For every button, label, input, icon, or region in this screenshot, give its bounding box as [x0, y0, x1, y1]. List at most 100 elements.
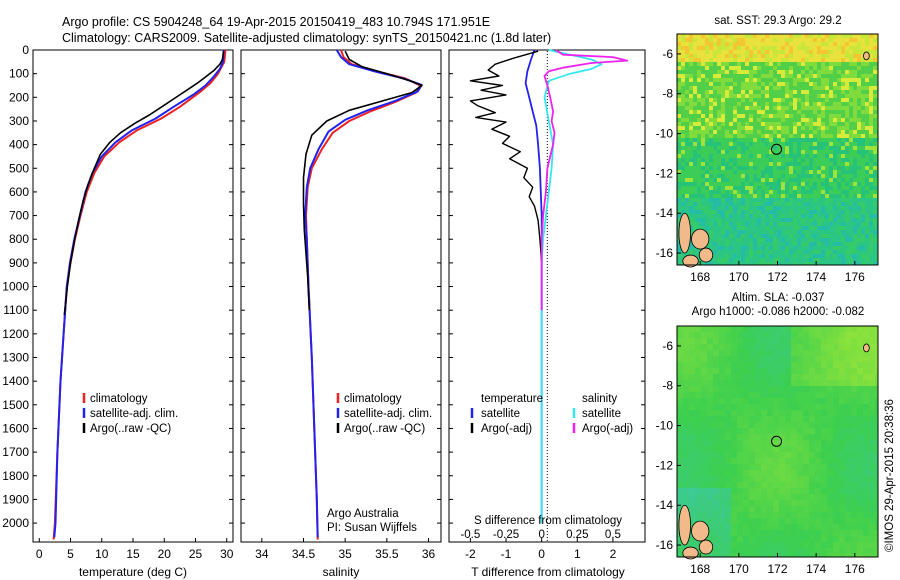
- sst-cell: [793, 82, 797, 86]
- sst-cell: [769, 214, 773, 218]
- sst-cell: [677, 206, 681, 210]
- sla-cell: [707, 422, 713, 428]
- sla-cell: [839, 476, 845, 482]
- sst-cell: [821, 226, 825, 230]
- sla-cell: [677, 374, 683, 380]
- sst-cell: [681, 70, 685, 74]
- sst-cell: [729, 98, 733, 102]
- sst-cell: [781, 142, 785, 146]
- sla-cell: [779, 536, 785, 542]
- sla-cell: [785, 434, 791, 440]
- sst-cell: [829, 262, 833, 265]
- sla-cell: [803, 410, 809, 416]
- sst-cell: [801, 50, 805, 54]
- sst-cell: [769, 54, 773, 58]
- series-argo-raw-qc-: [63, 51, 225, 315]
- sst-cell: [765, 102, 769, 106]
- sla-cell: [863, 446, 869, 452]
- sst-cell: [761, 158, 765, 162]
- sla-cell: [845, 404, 851, 410]
- sst-cell: [825, 226, 829, 230]
- sla-cell: [743, 380, 749, 386]
- sst-cell: [821, 170, 825, 174]
- sst-cell: [733, 122, 737, 126]
- sst-cell: [769, 246, 773, 250]
- sla-cell: [725, 494, 731, 500]
- sst-cell: [793, 214, 797, 218]
- sst-cell: [789, 198, 793, 202]
- sst-cell: [701, 110, 705, 114]
- sst-cell: [821, 34, 825, 38]
- sla-cell: [689, 374, 695, 380]
- sla-cell: [875, 398, 878, 404]
- sst-cell: [781, 198, 785, 202]
- sst-cell: [837, 202, 841, 206]
- sst-cell: [813, 102, 817, 106]
- sst-cell: [729, 110, 733, 114]
- sla-cell: [773, 518, 779, 524]
- lat-tick-label: -16: [656, 246, 674, 260]
- sla-cell: [809, 332, 815, 338]
- sla-cell: [827, 470, 833, 476]
- sst-cell: [717, 254, 721, 258]
- sst-cell: [781, 54, 785, 58]
- sst-cell: [805, 98, 809, 102]
- sst-cell: [837, 74, 841, 78]
- sst-cell: [769, 134, 773, 138]
- sla-cell: [839, 344, 845, 350]
- sst-cell: [825, 162, 829, 166]
- sst-cell: [725, 34, 729, 38]
- sst-cell: [689, 190, 693, 194]
- sla-cell: [731, 542, 737, 548]
- sst-cell: [701, 38, 705, 42]
- sst-cell: [869, 238, 873, 242]
- sst-cell: [677, 42, 681, 46]
- sst-cell: [785, 78, 789, 82]
- sla-cell: [821, 380, 827, 386]
- sst-cell: [761, 114, 765, 118]
- sst-cell: [729, 186, 733, 190]
- sst-cell: [757, 246, 761, 250]
- sst-cell: [681, 74, 685, 78]
- sst-cell: [773, 194, 777, 198]
- sla-cell: [809, 344, 815, 350]
- sst-cell: [837, 206, 841, 210]
- sst-cell: [793, 98, 797, 102]
- sst-cell: [725, 202, 729, 206]
- sst-cell: [797, 54, 801, 58]
- sst-cell: [749, 74, 753, 78]
- sst-cell: [749, 210, 753, 214]
- sst-cell: [809, 178, 813, 182]
- sst-cell: [817, 126, 821, 130]
- sst-cell: [693, 90, 697, 94]
- sst-cell: [869, 198, 873, 202]
- sst-cell: [729, 118, 733, 122]
- sst-cell: [757, 110, 761, 114]
- sst-cell: [733, 198, 737, 202]
- sst-cell: [841, 166, 845, 170]
- sla-cell: [767, 512, 773, 518]
- sst-cell: [761, 222, 765, 226]
- sla-cell: [683, 458, 689, 464]
- sst-cell: [785, 38, 789, 42]
- sla-cell: [761, 338, 767, 344]
- sst-cell: [685, 178, 689, 182]
- sla-cell: [773, 464, 779, 470]
- sst-cell: [849, 202, 853, 206]
- sst-cell: [857, 170, 861, 174]
- sst-cell: [773, 106, 777, 110]
- sla-cell: [815, 506, 821, 512]
- sst-cell: [869, 70, 873, 74]
- sla-cell: [833, 386, 839, 392]
- sst-cell: [781, 102, 785, 106]
- sla-cell: [797, 512, 803, 518]
- sst-cell: [801, 134, 805, 138]
- sla-cell: [833, 350, 839, 356]
- sst-cell: [801, 46, 805, 50]
- sst-cell: [729, 78, 733, 82]
- sla-cell: [737, 494, 743, 500]
- sst-cell: [861, 46, 865, 50]
- sst-cell: [689, 134, 693, 138]
- sla-cell: [809, 458, 815, 464]
- sla-cell: [815, 440, 821, 446]
